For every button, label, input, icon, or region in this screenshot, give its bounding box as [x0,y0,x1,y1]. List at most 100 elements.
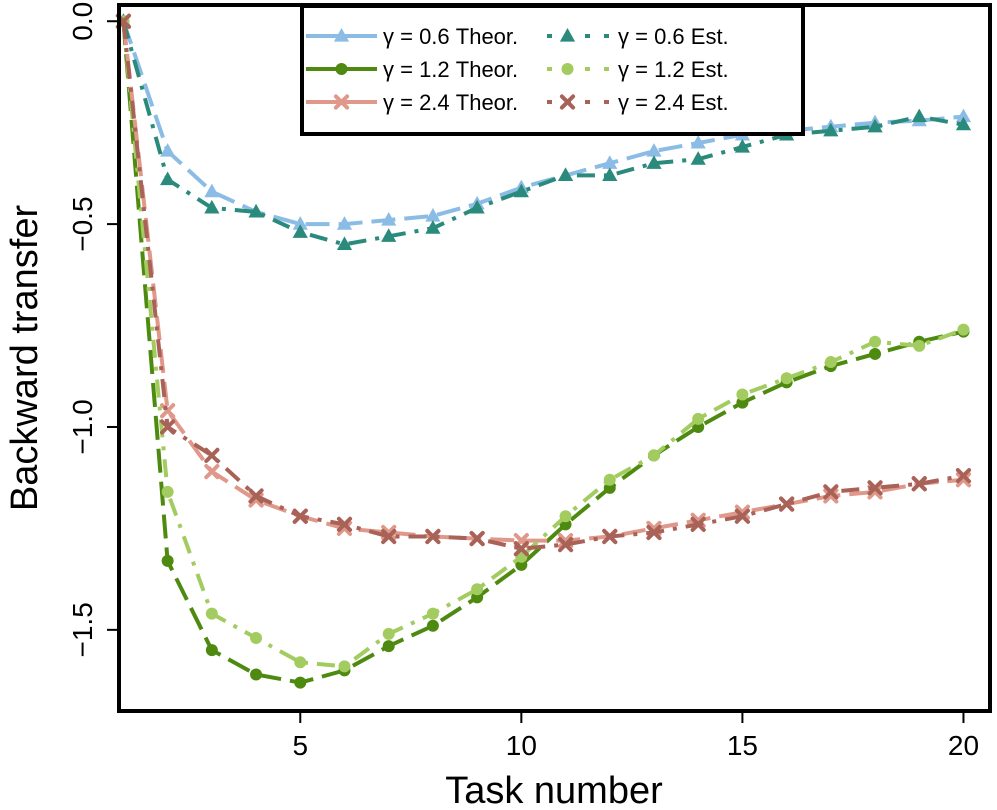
data-point [690,151,706,165]
series-5 [117,15,970,673]
data-point [734,508,751,524]
data-point [381,528,397,545]
data-point [425,220,441,234]
data-point [161,485,174,498]
data-point [692,412,705,425]
legend-label: γ = 0.6 Theor. [383,24,518,49]
legend-label: γ = 2.4 Est. [618,90,729,115]
data-point [160,171,176,186]
data-point [513,183,529,198]
data-point [955,472,972,488]
data-point [646,155,662,169]
data-point [736,388,749,401]
data-point [204,464,220,480]
legend-box [300,4,805,136]
legend-swatch-marker [335,63,348,75]
data-point [957,323,970,336]
data-point [513,541,529,557]
data-point [869,347,882,360]
data-point [425,207,441,222]
x-axis: 5 10 15 20 [292,711,979,761]
data-point [557,537,574,553]
data-point [602,528,618,545]
legend-swatch-marker [559,28,576,42]
data-point [867,118,883,133]
data-point [823,484,839,500]
data-point [469,199,485,214]
y-axis: 0.0 −0.5 −1.0 −1.5 [67,2,119,657]
data-point [647,449,660,462]
legend-swatch-marker [333,94,350,110]
legend-item: γ = 2.4 Theor. [306,90,518,115]
legend-item: γ = 1.2 Est. [547,57,729,82]
data-point [205,607,218,620]
legend-item: γ = 0.6 Theor. [306,24,518,49]
data-point [867,480,883,496]
data-point [823,122,839,137]
legend-swatch-marker [333,28,350,42]
data-point [955,116,972,131]
legend-item: γ = 1.2 Theor. [306,57,518,82]
legend-label: γ = 1.2 Est. [618,57,729,82]
data-point [557,167,574,182]
data-point [823,488,839,504]
data-point [646,143,662,157]
series-line [121,21,964,685]
series-4 [115,13,972,250]
y-tick-label: 0.0 [67,2,98,41]
data-point [779,496,795,512]
y-tick-label: −1.0 [67,399,98,454]
data-point [336,216,353,230]
data-point [426,607,439,620]
data-point [602,167,618,182]
data-point [911,476,927,492]
legend-swatch-marker [559,94,576,110]
data-point [204,183,220,198]
data-point [205,644,218,657]
data-point [602,155,618,169]
legend-label: γ = 1.2 Theor. [383,57,518,82]
data-point [381,228,397,242]
y-tick-label: −0.5 [67,196,98,251]
data-point [869,335,882,348]
data-point [690,516,706,532]
data-point [426,619,439,632]
data-point [294,656,307,669]
data-point [646,524,662,541]
data-point [955,468,972,484]
data-point [248,488,264,504]
data-point [734,139,751,153]
data-point [160,419,176,435]
x-tick-label: 10 [506,730,537,761]
legend-label: γ = 2.4 Theor. [383,90,518,115]
data-point [425,528,441,545]
legend: γ = 0.6 Theor. γ = 1.2 Theor. γ = 2.4 Theo… [300,4,805,136]
data-point [204,447,220,463]
data-point [955,108,972,123]
data-point [471,583,484,596]
series-layer [115,13,972,689]
data-point [913,339,926,352]
data-point [292,508,308,524]
legend-label: γ = 0.6 Est. [618,24,729,49]
y-tick-label: −1.5 [67,602,98,657]
data-point [204,199,220,214]
x-tick-label: 15 [727,730,758,761]
data-point [780,372,793,385]
data-point [292,224,308,238]
x-tick-label: 5 [292,730,308,761]
data-point [381,212,397,226]
data-point [248,203,264,218]
data-point [690,134,706,149]
data-point [160,143,176,157]
data-point [292,216,308,230]
series-line [121,20,964,247]
data-point [161,554,174,567]
x-axis-label: Task number [445,770,663,810]
legend-item: γ = 2.4 Est. [547,90,729,115]
legend-swatch-marker [561,63,574,75]
data-point [559,510,572,523]
series-line [121,20,964,551]
data-point [336,516,353,532]
